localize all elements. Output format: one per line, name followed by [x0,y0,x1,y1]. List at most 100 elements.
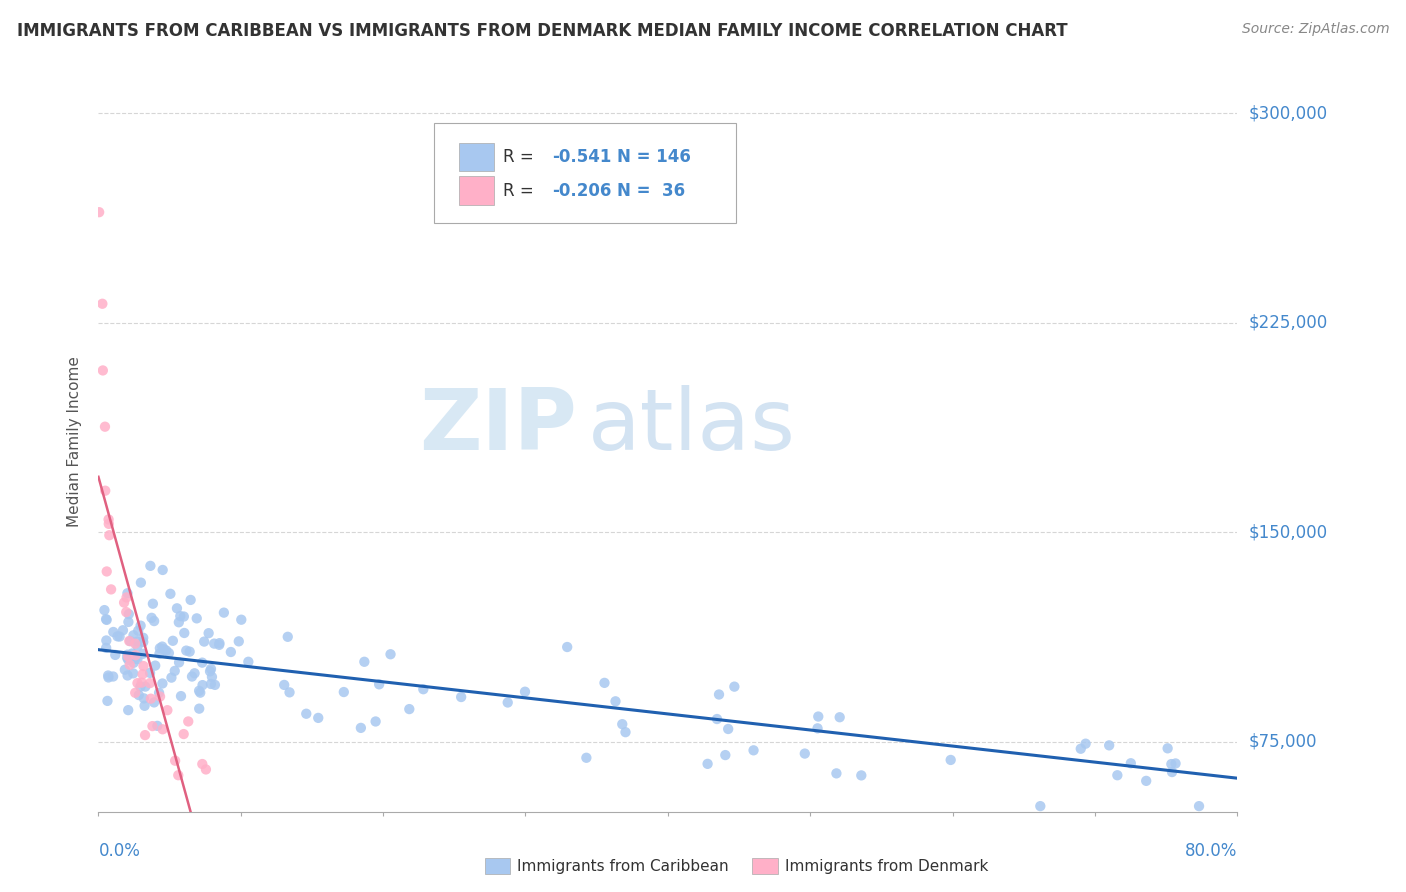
Point [1161,765,1184,780]
Point [307,711,329,725]
Point [94,419,117,434]
Point [612,717,634,731]
Point [1098,739,1121,753]
Point [148,647,170,661]
Point [96,694,118,708]
Point [707,688,730,702]
Point [124,649,146,664]
Point [139,665,162,680]
Point [121,647,143,661]
Point [1156,741,1178,756]
Point [148,686,170,700]
Point [169,609,191,624]
Point [593,676,616,690]
Point [120,634,142,648]
Point [179,645,201,659]
Point [162,633,184,648]
Point [173,609,195,624]
Point [231,613,253,627]
Point [412,682,434,697]
Point [112,596,135,610]
Point [183,666,205,681]
Point [115,605,138,619]
Point [793,747,815,761]
Text: N = 146: N = 146 [617,148,690,166]
Point [132,635,155,649]
Point [188,683,211,698]
Point [118,607,141,621]
Point [152,723,174,737]
Point [117,615,139,629]
Point [128,688,150,702]
Point [134,728,156,742]
Point [117,668,139,682]
Point [173,626,195,640]
Point [238,655,260,669]
Point [127,624,149,638]
Point [117,653,139,667]
Point [173,727,195,741]
Point [273,678,295,692]
Point [1135,773,1157,788]
Point [127,676,149,690]
Point [97,670,120,684]
Point [828,710,851,724]
Point [132,631,155,645]
Point [118,634,141,648]
Point [143,658,166,673]
Point [149,641,172,656]
Point [180,593,202,607]
Point [193,634,215,648]
Point [139,558,162,573]
Point [127,652,149,666]
Point [152,676,174,690]
Point [96,633,118,648]
Text: atlas: atlas [588,385,796,468]
Point [111,624,134,638]
Point [108,630,131,644]
Point [159,587,181,601]
Point [143,695,166,709]
Point [100,582,122,597]
Point [124,637,146,651]
Point [696,756,718,771]
Point [198,665,221,679]
Point [96,565,118,579]
Point [212,606,235,620]
Point [1107,768,1129,782]
FancyBboxPatch shape [434,123,737,223]
Point [129,618,152,632]
Point [939,753,962,767]
Point [1074,737,1097,751]
Point [605,694,627,708]
Text: 80.0%: 80.0% [1185,842,1237,860]
Point [139,691,162,706]
Point [160,671,183,685]
Point [1070,741,1092,756]
Point [117,586,139,600]
Y-axis label: Median Family Income: Median Family Income [67,356,83,527]
Point [167,656,190,670]
Point [167,768,190,782]
Point [115,651,138,665]
Point [89,205,111,219]
Point [201,670,224,684]
Point [153,642,176,657]
Point [101,669,124,683]
Point [97,668,120,682]
Point [127,634,149,648]
Point [350,721,373,735]
Point [191,678,214,692]
Point [117,649,139,664]
Point [132,647,155,661]
Point [117,648,139,662]
Point [825,766,848,780]
Point [191,656,214,670]
Point [98,528,121,542]
Point [295,706,318,721]
Point [450,690,472,704]
Text: 0.0%: 0.0% [98,842,141,860]
Point [208,636,231,650]
Point [197,626,219,640]
Point [191,757,214,772]
